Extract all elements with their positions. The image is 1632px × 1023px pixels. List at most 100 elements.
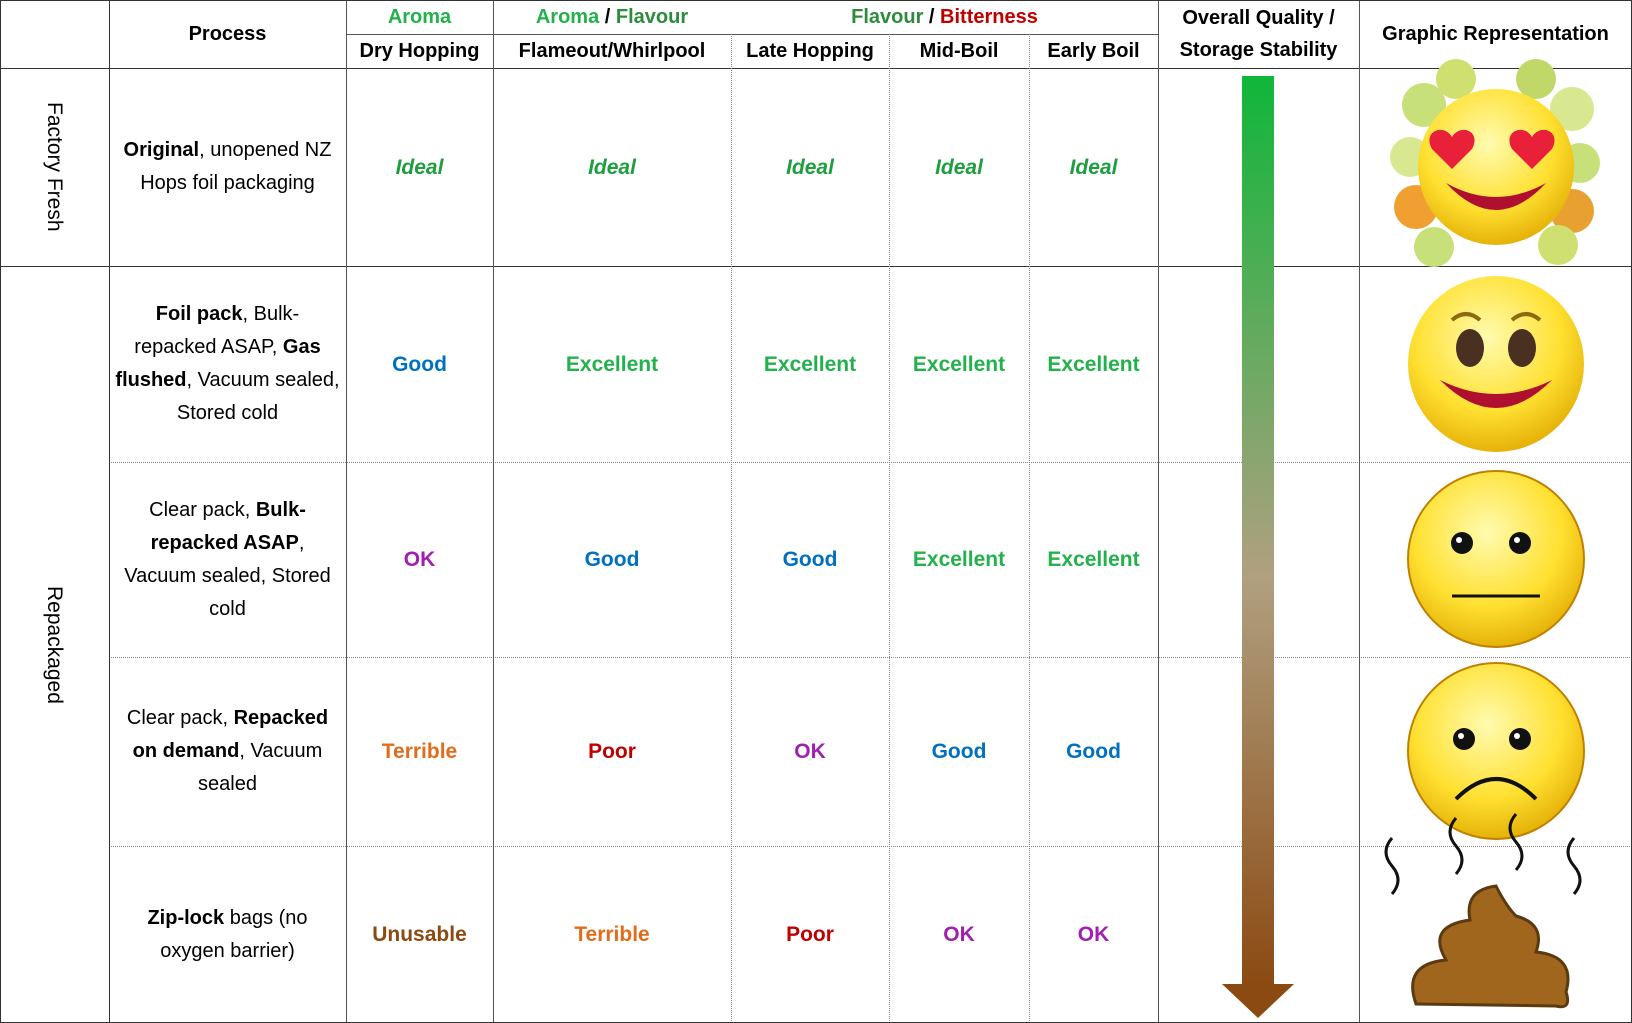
process-text: Foil pack, Bulk-repacked ASAP, Gas flush…: [115, 298, 340, 430]
group-part: Bitterness: [940, 6, 1038, 28]
rule: [0, 0, 1632, 1]
rating-cell: Excellent: [731, 266, 889, 462]
rule: [731, 34, 732, 1023]
rule: [346, 0, 347, 1023]
rating: Good: [1066, 740, 1121, 763]
rating-cell: Poor: [731, 846, 889, 1023]
rule: [1029, 34, 1030, 1023]
rating: Unusable: [372, 923, 467, 946]
header-group: Aroma / Flavour: [493, 0, 731, 34]
process-segment: , Vacuum sealed, Stored cold: [124, 531, 331, 620]
group-part: /: [923, 6, 941, 28]
rating: Good: [584, 548, 640, 571]
header-column: Late Hopping: [731, 34, 889, 68]
rule: [109, 657, 1632, 658]
emoji-love: [1390, 59, 1600, 267]
rating-cell: Ideal: [889, 68, 1029, 266]
rating: OK: [943, 923, 975, 946]
header-column: Dry Hopping: [346, 34, 493, 68]
header-group: Flavour / Bitterness: [731, 0, 1158, 34]
rating-cell: Ideal: [493, 68, 731, 266]
rating: Ideal: [588, 155, 636, 179]
rating: Ideal: [935, 155, 983, 179]
group-text: Factory Fresh: [43, 102, 66, 232]
emoji-sad: [1407, 662, 1585, 840]
rating: Excellent: [763, 352, 857, 376]
emoji-happy: [1408, 276, 1584, 452]
rating-cell: Excellent: [889, 462, 1029, 657]
rating: Poor: [588, 740, 636, 763]
group-label: Repackaged: [0, 266, 109, 1023]
rule: [889, 34, 890, 1023]
rule: [1158, 0, 1159, 1023]
header-graphic: Graphic Representation: [1359, 0, 1632, 68]
quality-arrow: [1222, 76, 1294, 1018]
header-text: Overall Quality /: [1182, 7, 1335, 29]
group-label: Factory Fresh: [0, 68, 109, 266]
header-text: Late Hopping: [746, 40, 874, 62]
process-segment: Original: [123, 139, 200, 161]
rating-cell: OK: [731, 657, 889, 846]
rating-cell: Ideal: [731, 68, 889, 266]
process-segment: Repacked on demand: [132, 707, 329, 762]
rating-cell: OK: [1029, 846, 1158, 1023]
process-cell: Original, unopened NZ Hops foil packagin…: [109, 68, 346, 266]
emoji-poop: [1384, 813, 1582, 1009]
header-text: Dry Hopping: [359, 40, 480, 62]
rating: OK: [403, 548, 436, 571]
process-segment: , Bulk-repacked ASAP,: [134, 303, 300, 358]
rule: [109, 266, 1632, 267]
rating: Excellent: [1047, 548, 1140, 571]
header-column: Flameout/Whirlpool: [493, 34, 731, 68]
rating: Excellent: [912, 352, 1006, 376]
rating: Good: [931, 740, 987, 763]
rule: [346, 34, 1158, 35]
rating-cell: Excellent: [493, 266, 731, 462]
rating-cell: Unusable: [346, 846, 493, 1023]
rating-cell: Ideal: [1029, 68, 1158, 266]
group-part: Flavour: [615, 6, 689, 28]
group-text: Repackaged: [43, 585, 66, 704]
process-cell: Foil pack, Bulk-repacked ASAP, Gas flush…: [109, 266, 346, 462]
rating: OK: [1077, 923, 1110, 946]
process-text: Clear pack, Repacked on demand, Vacuum s…: [115, 702, 340, 801]
rule: [109, 846, 1632, 847]
rating: Excellent: [912, 548, 1006, 571]
header-text: Graphic Representation: [1382, 23, 1609, 45]
rating: Terrible: [381, 740, 458, 763]
rating: Terrible: [574, 923, 650, 946]
rule: [1359, 0, 1360, 1023]
rating-cell: Ideal: [346, 68, 493, 266]
rule: [109, 0, 110, 1023]
header-process: Process: [109, 0, 346, 68]
process-segment: Foil pack: [155, 303, 243, 325]
process-cell: Clear pack, Bulk-repacked ASAP, Vacuum s…: [109, 462, 346, 657]
process-text: Clear pack, Bulk-repacked ASAP, Vacuum s…: [115, 494, 340, 626]
rating-cell: Poor: [493, 657, 731, 846]
rating: Ideal: [786, 155, 834, 179]
rating: Ideal: [1069, 155, 1118, 179]
rating-cell: Good: [731, 462, 889, 657]
process-segment: Zip-lock: [147, 906, 225, 929]
process-segment: bags (no oxygen barrier): [160, 906, 308, 962]
rating: Ideal: [395, 155, 444, 179]
rating-cell: Excellent: [1029, 462, 1158, 657]
header-text: Mid-Boil: [919, 40, 999, 62]
header-text: Early Boil: [1047, 40, 1140, 62]
emoji-neutral: [1407, 470, 1585, 648]
header-text: Flameout/Whirlpool: [518, 40, 706, 62]
rating: OK: [794, 740, 826, 763]
rating-cell: OK: [889, 846, 1029, 1023]
group-part: /: [599, 6, 616, 28]
process-segment: , unopened NZ Hops foil packaging: [140, 139, 332, 194]
process-segment: Bulk-repacked ASAP: [150, 498, 306, 554]
header-quality: Overall Quality / Storage Stability: [1158, 0, 1359, 68]
process-segment: Gas flushed: [115, 336, 321, 391]
rule: [493, 0, 494, 1023]
rating: Excellent: [1047, 352, 1140, 376]
group-part: Aroma: [535, 6, 600, 28]
rating-cell: Excellent: [889, 266, 1029, 462]
rating-cell: OK: [346, 462, 493, 657]
group-part: Flavour: [851, 6, 924, 28]
process-segment: , Vacuum sealed: [198, 740, 323, 795]
